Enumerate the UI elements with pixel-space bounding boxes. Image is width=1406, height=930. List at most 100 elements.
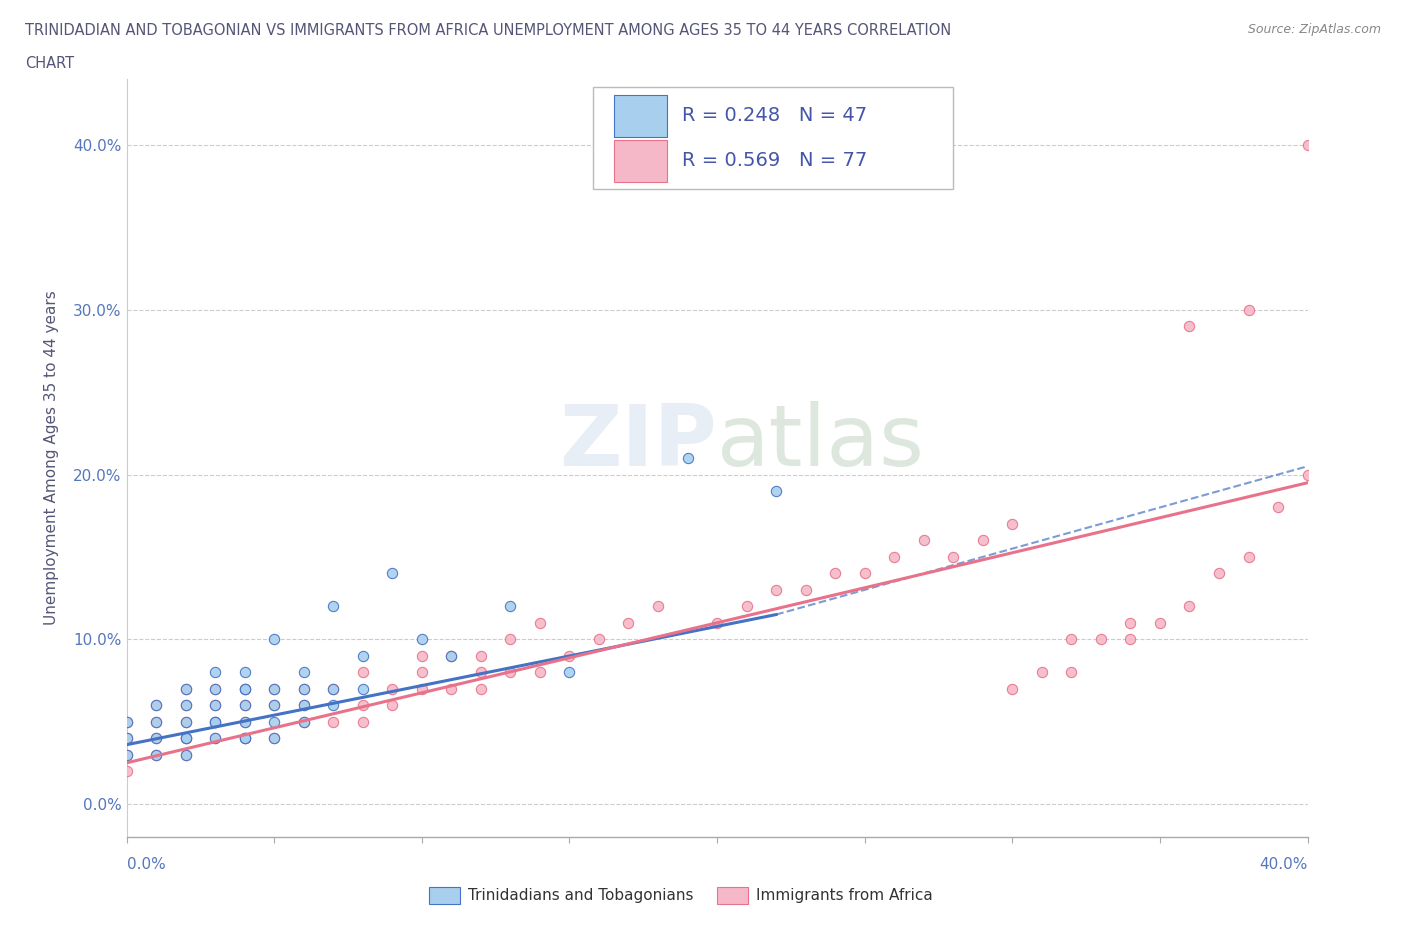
Point <box>322 714 344 729</box>
Point <box>853 566 876 581</box>
Point <box>352 698 374 712</box>
Point <box>233 682 256 697</box>
Point <box>174 714 197 729</box>
Point <box>588 631 610 646</box>
Point <box>145 698 167 712</box>
Point <box>204 682 226 697</box>
Point <box>204 714 226 729</box>
Point <box>145 747 167 762</box>
Point <box>292 698 315 712</box>
Bar <box>614 95 668 137</box>
Point <box>765 582 787 597</box>
Point <box>470 682 492 697</box>
Point <box>204 714 226 729</box>
Point <box>233 731 256 746</box>
Point <box>1119 631 1142 646</box>
Point <box>735 599 758 614</box>
Point <box>617 616 640 631</box>
Point <box>174 747 197 762</box>
Point <box>263 698 285 712</box>
Point <box>263 682 285 697</box>
Point <box>381 566 404 581</box>
Point <box>233 714 256 729</box>
Point <box>1149 616 1171 631</box>
Text: TRINIDADIAN AND TOBAGONIAN VS IMMIGRANTS FROM AFRICA UNEMPLOYMENT AMONG AGES 35 : TRINIDADIAN AND TOBAGONIAN VS IMMIGRANTS… <box>25 23 952 38</box>
Point <box>233 698 256 712</box>
Point <box>115 714 138 729</box>
Point <box>292 714 315 729</box>
Point <box>647 599 669 614</box>
Text: atlas: atlas <box>717 402 925 485</box>
Text: 0.0%: 0.0% <box>127 857 166 871</box>
Point <box>145 747 167 762</box>
Point <box>1090 631 1112 646</box>
Text: CHART: CHART <box>25 56 75 71</box>
Point <box>676 451 699 466</box>
Point <box>292 714 315 729</box>
Point <box>1001 682 1024 697</box>
Point <box>1060 665 1083 680</box>
Point <box>292 682 315 697</box>
Point <box>942 550 965 565</box>
Point <box>204 698 226 712</box>
Point <box>263 731 285 746</box>
Point <box>233 698 256 712</box>
Point <box>440 648 463 663</box>
Point <box>145 731 167 746</box>
Y-axis label: Unemployment Among Ages 35 to 44 years: Unemployment Among Ages 35 to 44 years <box>45 291 59 625</box>
Point <box>1060 631 1083 646</box>
Point <box>1208 566 1230 581</box>
Point <box>440 682 463 697</box>
Point <box>174 698 197 712</box>
Point <box>1178 599 1201 614</box>
Point <box>174 731 197 746</box>
Point <box>499 631 522 646</box>
Text: Immigrants from Africa: Immigrants from Africa <box>756 888 934 903</box>
Point <box>322 682 344 697</box>
Point <box>381 698 404 712</box>
Point <box>292 698 315 712</box>
Point <box>204 731 226 746</box>
Point <box>145 714 167 729</box>
Point <box>499 599 522 614</box>
Point <box>263 714 285 729</box>
Point <box>1267 500 1289 515</box>
Point <box>1237 550 1260 565</box>
Point <box>115 747 138 762</box>
Point <box>470 648 492 663</box>
Point <box>765 484 787 498</box>
Point <box>233 665 256 680</box>
Point <box>1296 138 1319 153</box>
Text: Trinidadians and Tobagonians: Trinidadians and Tobagonians <box>468 888 693 903</box>
Point <box>174 731 197 746</box>
Point <box>292 665 315 680</box>
Point <box>204 698 226 712</box>
Point <box>145 714 167 729</box>
Point <box>115 731 138 746</box>
Point <box>115 714 138 729</box>
Point <box>115 731 138 746</box>
Point <box>1296 467 1319 482</box>
Point <box>470 665 492 680</box>
Point <box>174 698 197 712</box>
Point <box>381 682 404 697</box>
Point <box>204 665 226 680</box>
Point <box>411 648 433 663</box>
Point <box>352 665 374 680</box>
Point <box>174 714 197 729</box>
Point <box>529 665 551 680</box>
Point <box>972 533 994 548</box>
FancyBboxPatch shape <box>593 86 953 189</box>
Text: Source: ZipAtlas.com: Source: ZipAtlas.com <box>1247 23 1381 36</box>
Point <box>263 731 285 746</box>
Point <box>174 747 197 762</box>
Point <box>322 599 344 614</box>
Point <box>440 648 463 663</box>
Point <box>1031 665 1053 680</box>
Point <box>352 682 374 697</box>
Point <box>263 682 285 697</box>
Point <box>204 714 226 729</box>
Point <box>233 682 256 697</box>
Text: R = 0.569   N = 77: R = 0.569 N = 77 <box>682 151 868 170</box>
Point <box>174 731 197 746</box>
